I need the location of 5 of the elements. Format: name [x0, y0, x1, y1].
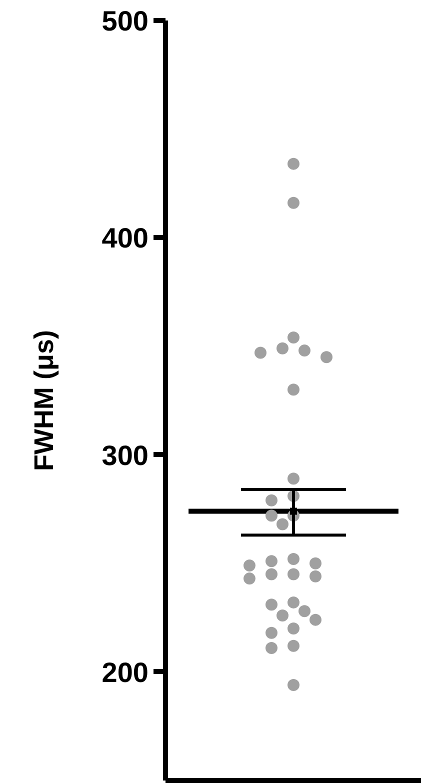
- y-tick-label: 500: [102, 6, 148, 36]
- y-tick-label: 300: [102, 440, 148, 471]
- y-tick-label: 400: [102, 222, 148, 254]
- y-tick-label: 200: [102, 656, 148, 688]
- y-axis-title: FWHM (μs): [28, 330, 59, 471]
